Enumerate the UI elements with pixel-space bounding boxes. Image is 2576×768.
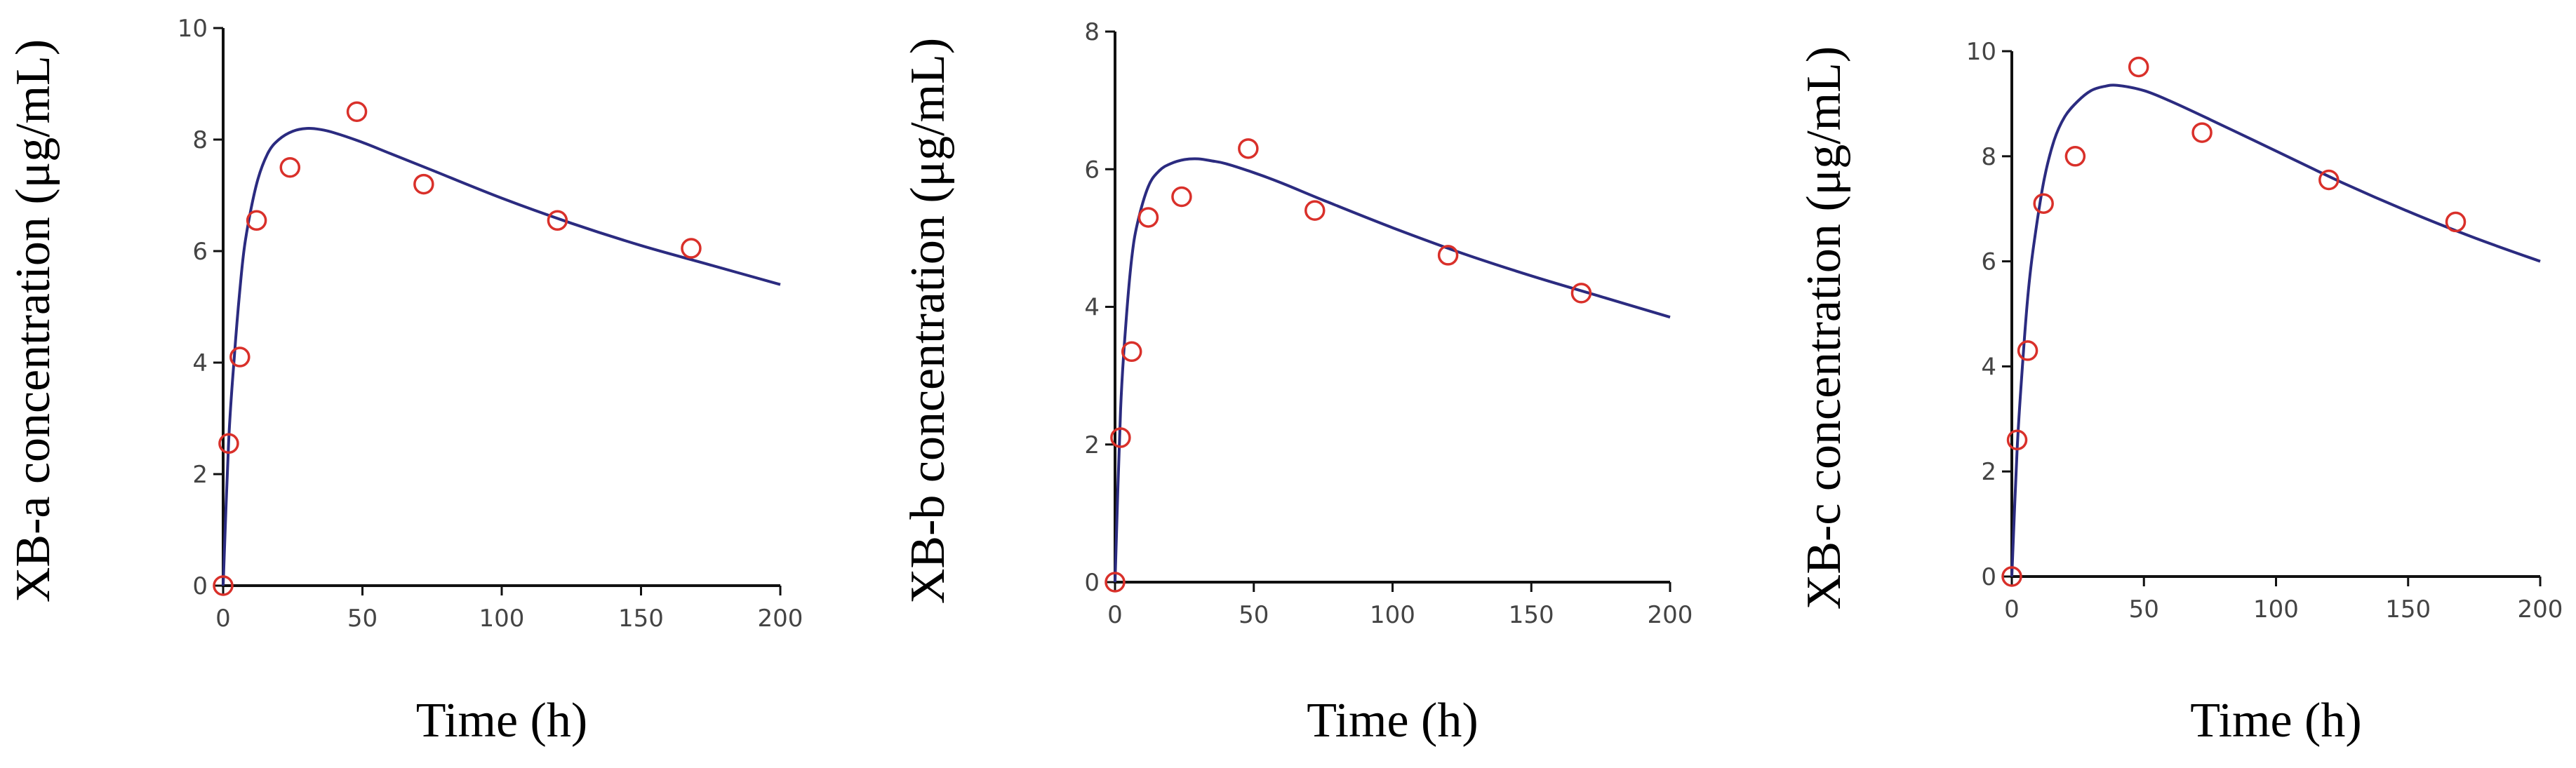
observed-point (2006, 429, 2028, 451)
y-tick-label: 6 (1084, 156, 1100, 184)
y-axis-label: XB-b concentration (μg/mL) (901, 38, 955, 604)
observed-point (2128, 56, 2149, 78)
observed-point (279, 157, 301, 178)
y-tick-label: 10 (178, 15, 208, 43)
fit-curve (2010, 83, 2541, 577)
x-axis-label: Time (h) (2190, 694, 2361, 748)
chart-panel-2: 0 2 4 6 8 0 50 100 150 200 Time (h) XB-b concentrat… (901, 18, 1693, 748)
observed-point (547, 210, 568, 231)
y-tick-label: 4 (1981, 353, 1996, 381)
y-tick-label: 10 (1966, 38, 1996, 66)
y-tick-label: 2 (192, 461, 208, 489)
x-tick-label: 50 (2129, 595, 2159, 624)
observed-point (2191, 122, 2213, 143)
fit-curve (222, 127, 781, 586)
observed-point (346, 101, 368, 122)
axis-lines (1114, 32, 1670, 584)
y-tick-label: 2 (1084, 431, 1100, 459)
observed-point (1570, 283, 1592, 304)
observed-point (2064, 146, 2086, 167)
x-tick-label: 0 (215, 605, 231, 633)
x-tick-label: 100 (2253, 595, 2299, 624)
observed-point (213, 575, 234, 596)
y-tick-label: 4 (192, 349, 208, 377)
observed-point (229, 346, 251, 368)
x-tick-label: 50 (347, 605, 378, 633)
y-tick-label: 2 (1981, 458, 1996, 486)
y-tick-label: 0 (192, 572, 208, 600)
y-tick-label: 0 (1981, 563, 1996, 591)
y-tick-label: 6 (192, 238, 208, 266)
observed-point (2318, 169, 2340, 191)
x-tick-label: 0 (2004, 595, 2020, 624)
y-axis-label: XB-a concentration (μg/mL) (6, 39, 60, 602)
y-tick-label: 8 (1981, 143, 1996, 171)
y-tick-label: 8 (192, 126, 208, 154)
observed-point (1171, 186, 1192, 208)
y-axis-label: XB-c concentration (μg/mL) (1797, 46, 1851, 609)
observed-point (246, 210, 267, 231)
observed-point (1437, 245, 1459, 266)
x-tick-label: 100 (1370, 601, 1415, 629)
observed-point (2017, 340, 2038, 361)
x-axis-label: Time (h) (1307, 694, 1478, 748)
y-tick-label: 8 (1084, 18, 1100, 46)
x-tick-label: 150 (2385, 595, 2431, 624)
x-axis-label: Time (h) (416, 694, 587, 748)
axis-lines (2010, 51, 2540, 578)
observed-point (2033, 193, 2054, 214)
observed-point (1238, 138, 1259, 159)
x-tick-label: 200 (758, 605, 803, 633)
observed-point (1137, 207, 1159, 228)
observed-point (413, 173, 434, 195)
observed-point (218, 433, 239, 454)
x-tick-label: 150 (1509, 601, 1554, 629)
x-tick-label: 200 (2518, 595, 2563, 624)
x-tick-label: 0 (1107, 601, 1123, 629)
axis-lines (222, 28, 780, 587)
x-tick-label: 100 (479, 605, 525, 633)
observed-point (1304, 200, 1326, 221)
y-tick-label: 6 (1981, 248, 1996, 276)
observed-point (1121, 341, 1142, 363)
y-tick-label: 0 (1084, 569, 1100, 597)
x-tick-label: 50 (1239, 601, 1269, 629)
fit-curve (1114, 157, 1671, 583)
observed-point (1105, 572, 1126, 593)
observed-point (2001, 566, 2022, 587)
observed-point (2445, 211, 2467, 233)
x-tick-label: 150 (618, 605, 664, 633)
y-tick-label: 4 (1084, 294, 1100, 322)
observed-point (681, 238, 702, 259)
observed-point (1110, 427, 1131, 448)
x-tick-label: 200 (1648, 601, 1693, 629)
